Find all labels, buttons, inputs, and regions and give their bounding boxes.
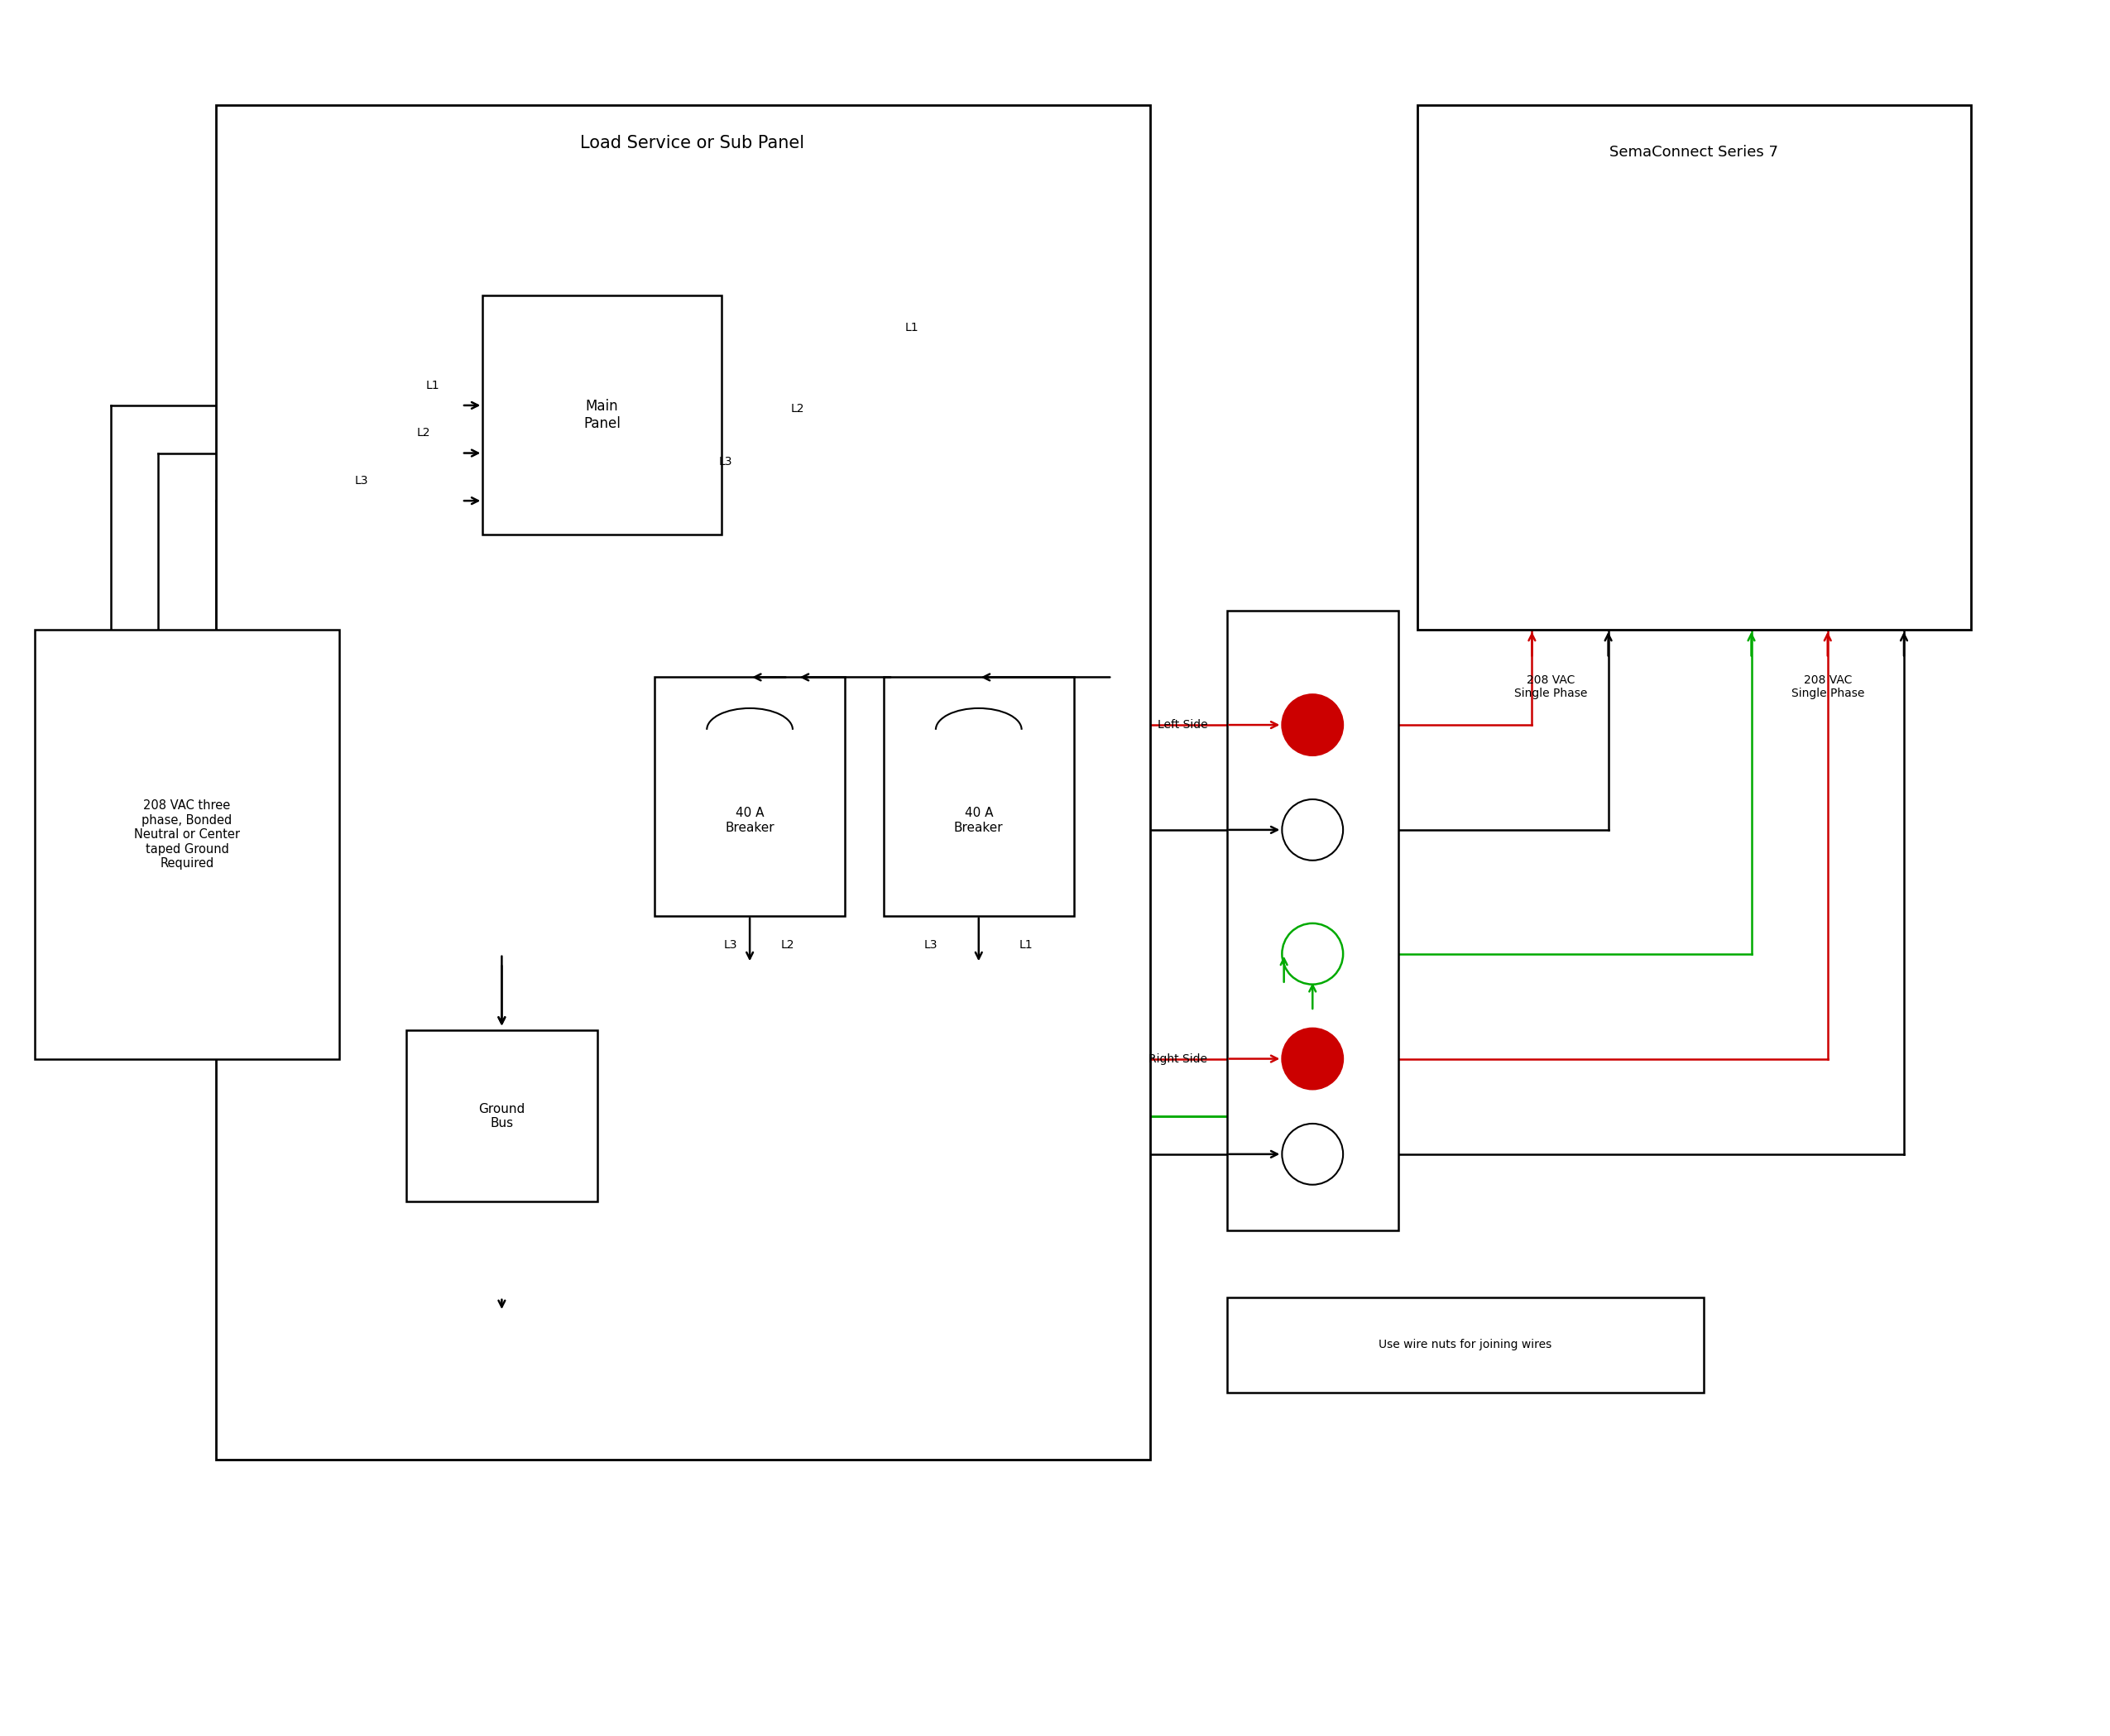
Text: Left Side: Left Side [1158,719,1207,731]
Bar [34,630,340,1059]
Text: Right Side: Right Side [1148,1054,1207,1064]
Text: Load Service or Sub Panel: Load Service or Sub Panel [580,135,804,151]
Text: L3: L3 [354,476,369,486]
Text: 208 VAC three
phase, Bonded
Neutral or Center
taped Ground
Required: 208 VAC three phase, Bonded Neutral or C… [135,800,241,870]
Text: Main
Panel: Main Panel [582,399,620,431]
Bar [654,677,846,915]
Text: L3: L3 [924,939,937,951]
Bar [1226,611,1399,1231]
Bar [1226,1297,1703,1392]
Text: 208 VAC
Single Phase: 208 VAC Single Phase [1791,674,1865,700]
Text: L3: L3 [720,457,732,467]
Text: L1: L1 [426,380,439,391]
Text: Ground
Bus: Ground Bus [479,1102,525,1130]
Bar [884,677,1074,915]
Text: 40 A
Breaker: 40 A Breaker [954,807,1004,833]
Circle shape [1283,1028,1344,1088]
Bar [215,104,1150,1460]
Text: L2: L2 [781,939,795,951]
Text: L1: L1 [905,323,918,333]
Text: L3: L3 [724,939,738,951]
Text: 40 A
Breaker: 40 A Breaker [726,807,774,833]
Text: L1: L1 [1019,939,1034,951]
Bar [407,1029,597,1201]
Circle shape [1283,694,1344,755]
Text: SemaConnect Series 7: SemaConnect Series 7 [1610,146,1779,160]
Text: L2: L2 [791,403,804,415]
Text: 208 VAC
Single Phase: 208 VAC Single Phase [1515,674,1587,700]
Text: Use wire nuts for joining wires: Use wire nuts for joining wires [1378,1338,1551,1351]
Bar [1418,104,1971,630]
Text: L2: L2 [416,427,430,439]
Bar [483,295,722,535]
